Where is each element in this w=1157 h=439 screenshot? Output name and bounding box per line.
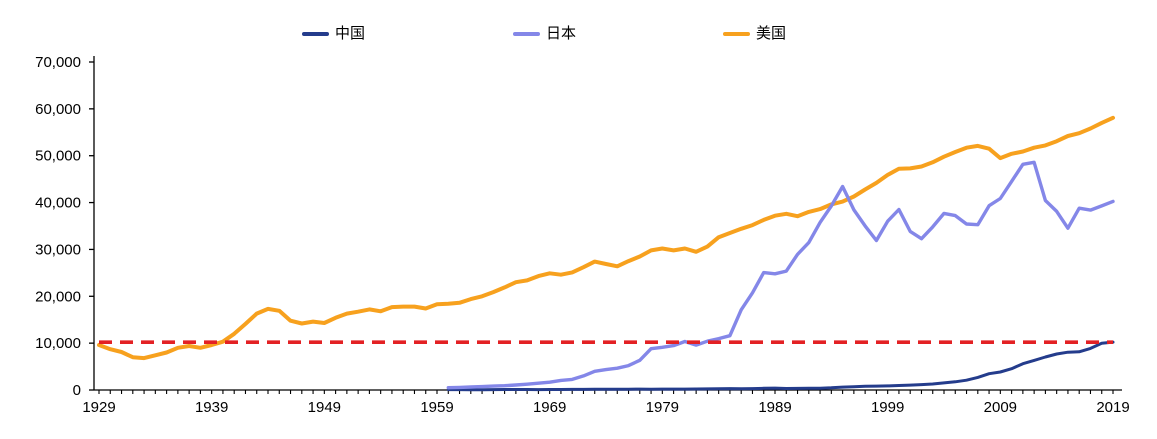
x-tick-label: 1979 bbox=[646, 399, 679, 416]
legend-label-japan: 日本 bbox=[546, 25, 577, 42]
y-tick-label: 40,000 bbox=[35, 195, 81, 212]
x-axis-ticks: 1929 1939 1949 1959 1969 1979 1989 1999 2009 2019 bbox=[82, 390, 1130, 416]
x-tick-label: 1939 bbox=[195, 399, 228, 416]
japan-series-line bbox=[446, 160, 1115, 390]
china-series-line bbox=[446, 340, 1115, 392]
legend-item-usa: 美国 bbox=[723, 25, 786, 43]
x-tick-label: 1929 bbox=[82, 399, 115, 416]
y-tick-label: 70,000 bbox=[35, 54, 81, 71]
y-tick-label: 10,000 bbox=[35, 335, 81, 352]
y-tick-label: 0 bbox=[73, 382, 81, 399]
y-tick-label: 30,000 bbox=[35, 241, 81, 258]
y-tick-label: 60,000 bbox=[35, 101, 81, 118]
x-tick-label: 1949 bbox=[308, 399, 341, 416]
usa-series-line bbox=[97, 115, 1115, 361]
x-tick-label: 1999 bbox=[871, 399, 904, 416]
chart-legend: 中国 日本 美国 bbox=[0, 0, 1157, 46]
x-tick-label: 1989 bbox=[758, 399, 791, 416]
y-axis-ticks: 0 10,000 20,000 30,000 40,000 50,000 60,000 70,… bbox=[35, 54, 94, 399]
x-tick-label: 2019 bbox=[1096, 399, 1129, 416]
legend-item-china: 中国 bbox=[302, 25, 365, 43]
legend-marker-usa bbox=[723, 32, 750, 36]
legend-item-japan: 日本 bbox=[513, 25, 576, 43]
legend-marker-japan bbox=[513, 32, 540, 36]
x-tick-label: 2009 bbox=[984, 399, 1017, 416]
x-tick-label: 1959 bbox=[420, 399, 453, 416]
legend-label-china: 中国 bbox=[335, 25, 366, 42]
legend-marker-china bbox=[302, 32, 329, 36]
y-tick-label: 20,000 bbox=[35, 288, 81, 305]
legend-label-usa: 美国 bbox=[756, 25, 787, 42]
y-tick-label: 50,000 bbox=[35, 148, 81, 165]
x-tick-label: 1969 bbox=[533, 399, 566, 416]
